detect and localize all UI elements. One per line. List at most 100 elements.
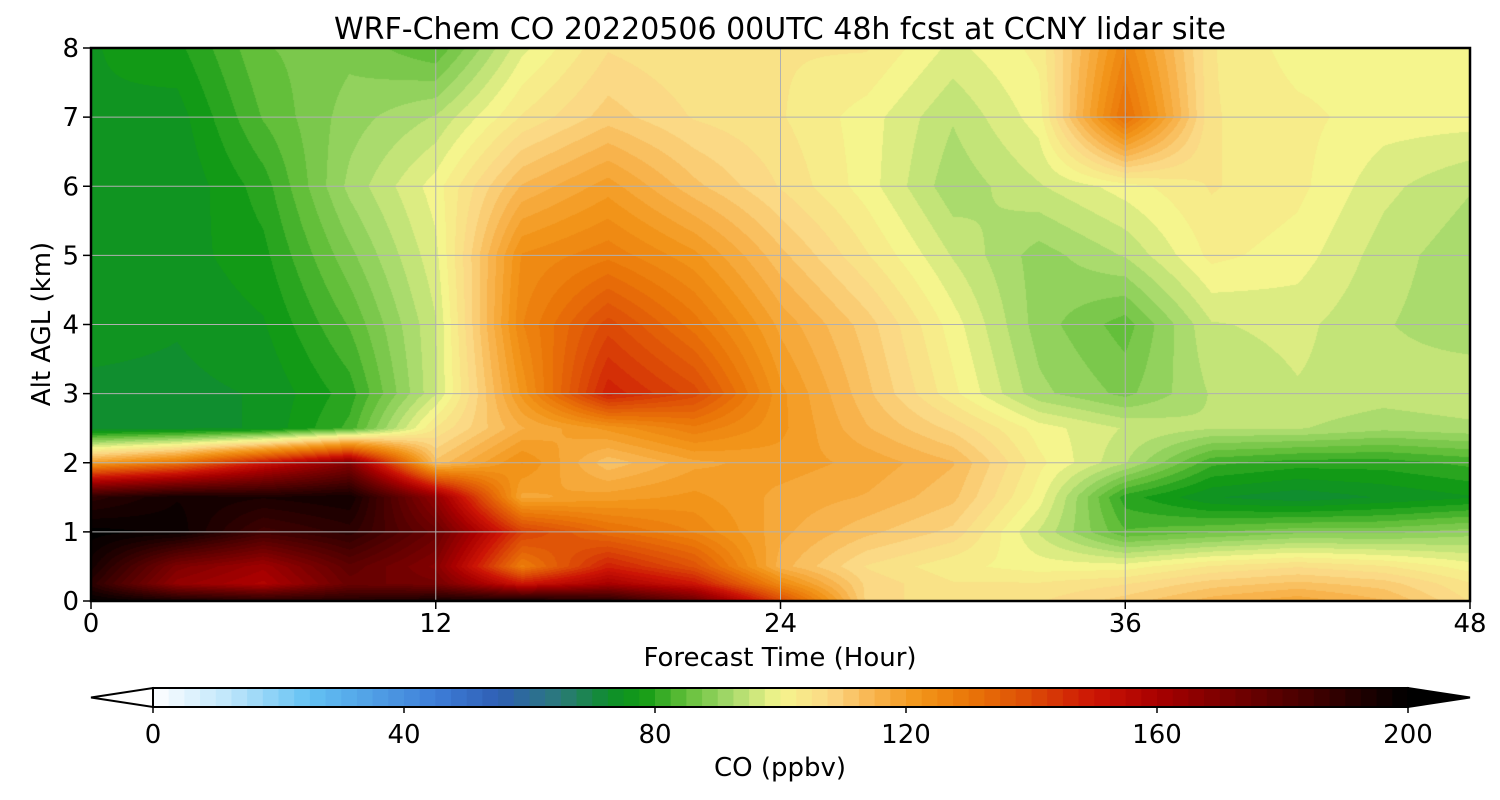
colorbar-swatch — [1141, 688, 1158, 707]
colorbar-frame — [152, 687, 1409, 708]
colorbar-swatch — [1015, 688, 1033, 707]
y-tick-label: 4 — [62, 311, 79, 341]
colorbar-swatch — [655, 688, 672, 707]
x-tick-label: 36 — [1109, 609, 1142, 639]
colorbar-swatch — [890, 688, 907, 707]
colorbar-swatch — [686, 688, 703, 707]
colorbar-swatch — [1235, 688, 1252, 707]
colorbar-extend-min — [90, 686, 154, 709]
colorbar-swatch — [733, 688, 750, 707]
colorbar-swatch — [921, 688, 938, 707]
y-tick-label: 3 — [62, 380, 79, 410]
colorbar-swatch — [827, 688, 844, 707]
colorbar-swatch — [1345, 688, 1362, 707]
colorbar-swatch — [1266, 688, 1284, 707]
colorbar-swatch — [858, 688, 876, 707]
colorbar-swatch — [215, 688, 233, 707]
colorbar-swatch — [1031, 688, 1048, 707]
colorbar-swatch — [937, 688, 954, 707]
x-tick-label: 48 — [1453, 609, 1486, 639]
colorbar-swatch — [1298, 688, 1315, 707]
colorbar-swatch — [545, 688, 562, 707]
colorbar-swatch — [749, 688, 766, 707]
colorbar-swatch — [560, 688, 578, 707]
colorbar-swatch — [294, 688, 311, 707]
y-tick-label: 0 — [62, 587, 79, 617]
colorbar-swatch — [968, 688, 986, 707]
colorbar-swatch — [262, 688, 280, 707]
colorbar-swatch — [168, 688, 185, 707]
colorbar-tick-label: 160 — [1132, 720, 1182, 750]
x-tick-label: 24 — [764, 609, 797, 639]
colorbar-swatch — [796, 688, 813, 707]
colorbar-tick-label: 0 — [145, 720, 162, 750]
colorbar-swatch — [513, 688, 531, 707]
colorbar-swatch — [1094, 688, 1111, 707]
colorbar-tick-label: 200 — [1383, 720, 1433, 750]
colorbar-swatch — [278, 688, 295, 707]
colorbar-swatch — [1188, 688, 1205, 707]
colorbar-swatch — [874, 688, 891, 707]
colorbar-swatch — [482, 688, 499, 707]
colorbar-swatch — [1000, 688, 1017, 707]
colorbar-swatch — [717, 688, 735, 707]
y-tick-label: 8 — [62, 34, 79, 64]
y-tick-label: 2 — [62, 449, 79, 479]
y-axis-label: Alt AGL (km) — [27, 242, 57, 406]
colorbar-swatch — [639, 688, 656, 707]
colorbar-swatch — [953, 688, 970, 707]
colorbar-swatch — [372, 688, 389, 707]
colorbar-swatch — [592, 688, 609, 707]
colorbar-swatch — [153, 688, 170, 707]
colorbar-swatch — [1251, 688, 1268, 707]
colorbar-swatch — [1360, 688, 1378, 707]
colorbar-swatch — [623, 688, 640, 707]
colorbar-swatch — [1219, 688, 1237, 707]
colorbar-swatch — [1109, 688, 1127, 707]
colorbar-swatch — [356, 688, 374, 707]
colorbar-swatch — [1392, 688, 1409, 707]
y-tick-label: 6 — [62, 172, 79, 202]
colorbar-swatch — [1062, 688, 1080, 707]
colorbar-swatch — [764, 688, 782, 707]
colorbar-swatch — [466, 688, 484, 707]
colorbar-swatch — [1157, 688, 1174, 707]
colorbar-swatch — [607, 688, 625, 707]
colorbar-swatch — [780, 688, 797, 707]
colorbar-swatch — [843, 688, 860, 707]
colorbar-label: CO (ppbv) — [714, 753, 846, 783]
colorbar-swatch — [325, 688, 342, 707]
colorbar-swatch — [1313, 688, 1331, 707]
x-tick-label: 12 — [419, 609, 452, 639]
colorbar-swatch — [200, 688, 217, 707]
colorbar-extend-max — [1407, 686, 1471, 709]
colorbar-swatch — [184, 688, 201, 707]
colorbar-swatch — [670, 688, 687, 707]
colorbar-swatch — [1125, 688, 1142, 707]
colorbar-swatch — [404, 688, 421, 707]
colorbar-swatch — [1376, 688, 1393, 707]
colorbar-swatch — [906, 688, 923, 707]
colorbar-tick-label: 80 — [638, 720, 671, 750]
colorbar-swatch — [435, 688, 452, 707]
colorbar-swatch — [1078, 688, 1095, 707]
colorbar-swatch — [247, 688, 264, 707]
colorbar-swatch — [388, 688, 405, 707]
colorbar-swatch — [419, 688, 436, 707]
colorbar-swatch — [1282, 688, 1299, 707]
colorbar-swatch — [1172, 688, 1189, 707]
colorbar-swatch — [576, 688, 593, 707]
colorbar-swatch — [702, 688, 719, 707]
colorbar-swatch — [451, 688, 468, 707]
colorbar-swatch — [498, 688, 515, 707]
colorbar-swatch — [1047, 688, 1064, 707]
colorbar-swatch — [1329, 688, 1346, 707]
colorbar-swatch — [309, 688, 327, 707]
x-axis-label: Forecast Time (Hour) — [643, 643, 916, 673]
colorbar-swatch — [231, 688, 248, 707]
colorbar-swatch — [529, 688, 546, 707]
y-tick-label: 1 — [62, 518, 79, 548]
colorbar-tick-label: 120 — [881, 720, 931, 750]
